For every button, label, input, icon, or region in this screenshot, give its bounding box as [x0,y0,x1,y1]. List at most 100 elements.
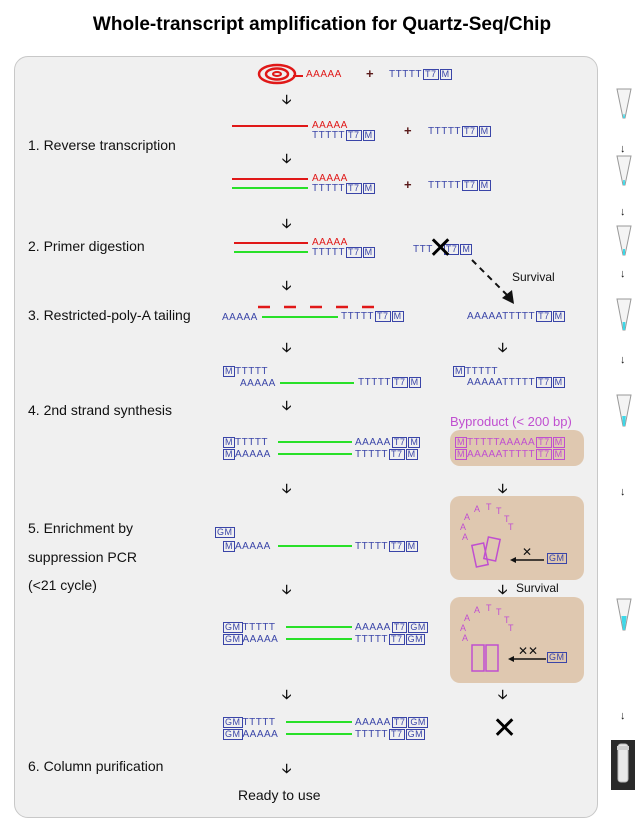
byproduct-bottom: M AAAAATTTTT T7 M [455,449,565,460]
cdna-strand [278,441,352,443]
svg-text:A: A [474,504,480,514]
svg-text:T: T [504,514,510,524]
step-enrichment-3: (<21 cycle) [28,577,97,593]
ds-top-right: AAAAA T7 M [355,437,421,448]
amp-top-left: GM TTTTT [223,622,276,633]
step-reverse-transcription: 1. Reverse transcription [28,137,176,153]
rna-strand [232,125,308,127]
final-bottom-right: TTTTT T7 GM [355,729,426,740]
tail-polya: AAAAA [222,312,258,323]
annealed-primer: TTTTT T7 M [312,183,375,194]
svg-text:A: A [474,605,480,615]
svg-text:A: A [460,623,466,633]
flow-arrow: 🡣 [282,761,292,776]
flow-arrow: 🡣 [498,481,508,496]
tube-arrow: ↓ [620,710,626,722]
second-primer: M TTTTT [223,366,269,377]
rt-primer: TTTTT T7 M [389,69,452,80]
svg-text:T: T [508,623,514,633]
ds-bottom-left: M AAAAA [223,449,271,460]
svg-text:T: T [486,502,492,512]
suppression-box-1 [450,496,584,580]
step-second-strand: 4. 2nd strand synthesis [28,402,172,418]
step-polya-tailing: 3. Restricted-poly-A tailing [28,307,191,323]
flow-arrow: 🡣 [282,216,292,231]
page-title: Whole-transcript amplification for Quart… [92,14,552,35]
svg-text:A: A [462,633,468,643]
cdna-strand [286,733,352,735]
digested-primer: TTT T7 M [413,244,473,255]
gm-primer: GM [547,652,567,663]
ds-top-left: M TTTTT [223,437,269,448]
gm-primer: GM [215,527,235,538]
flow-arrow: 🡣 [282,481,292,496]
step-primer-digestion: 2. Primer digestion [28,238,145,254]
svg-text:✕: ✕ [522,545,532,559]
annealed-primer: TTTTT T7 M [312,130,375,141]
strand-primer: TTTTT T7 M [358,377,421,388]
tube-arrow: ↓ [620,268,626,280]
svg-text:A: A [460,522,466,532]
restricted-polya-dashes [258,305,382,309]
svg-text:✕✕: ✕✕ [518,644,538,658]
amp-top-right: AAAAA T7 GM [355,622,428,633]
cdna-strand [278,545,352,547]
tube-icon [616,225,632,256]
tube-arrow: ↓ [620,206,626,218]
svg-text:A: A [464,512,470,522]
flow-arrow: 🡣 [282,582,292,597]
byproduct-primer: M TTTTT [453,366,499,377]
flow-arrow: 🡣 [498,582,508,597]
svg-text:A: A [464,613,470,623]
svg-text:T: T [508,522,514,532]
strand-primer: TTTTT T7 M [341,311,404,322]
ready-label: Ready to use [238,787,321,803]
rna-strand [234,242,308,244]
tailed-primer: AAAAATTTTT T7 M [467,377,565,388]
survival-label: Survival [516,581,559,595]
step-column-purification: 6. Column purification [28,758,164,774]
final-bottom-left: GM AAAAA [223,729,279,740]
byproduct-label: Byproduct (< 200 bp) [450,414,572,429]
final-top-right: AAAAA T7 GM [355,717,428,728]
tube-arrow: ↓ [620,354,626,366]
pcr-template-left: M AAAAA [223,541,271,552]
byproduct-box [450,430,584,466]
cdna-strand [286,626,352,628]
column-tube-icon [611,740,635,790]
cdna-strand [286,721,352,723]
step-enrichment-2: suppression PCR [28,549,137,565]
annealed-primer: TTTTT T7 M [312,247,375,258]
cdna-strand [286,638,352,640]
tube-icon [616,88,632,119]
byproduct-top: M TTTTTAAAAA T7 M [455,437,565,448]
tube-icon [616,598,632,631]
flow-arrow: 🡣 [282,340,292,355]
rna-strand [232,178,308,180]
tail-polya: AAAAA [240,378,276,389]
cdna-strand [280,382,354,384]
svg-text:A: A [462,532,468,542]
flow-arrow: 🡣 [282,398,292,413]
tube-arrow: ↓ [620,486,626,498]
rna-polya: AAAAA [312,237,348,248]
plus-sign: + [404,123,412,138]
svg-text:T: T [504,615,510,625]
free-primer: TTTTT T7 M [428,126,491,137]
final-top-left: GM TTTTT [223,717,276,728]
dashed-arrow-icon [471,259,514,304]
amp-bottom-left: GM AAAAA [223,634,279,645]
rna-coil-icon [257,63,303,85]
cdna-strand [234,251,308,253]
digest-x-icon: ✕ [428,232,454,265]
cdna-strand [262,316,338,318]
tube-icon [616,155,632,186]
tube-icon [616,298,632,331]
tailed-primer: AAAAATTTTT T7 M [467,311,565,322]
step-enrichment: 5. Enrichment by [28,520,134,536]
cdna-strand [278,453,352,455]
plus-sign: + [366,66,374,81]
gm-primer: GM [547,553,567,564]
pcr-template-right: TTTTT T7 M [355,541,418,552]
